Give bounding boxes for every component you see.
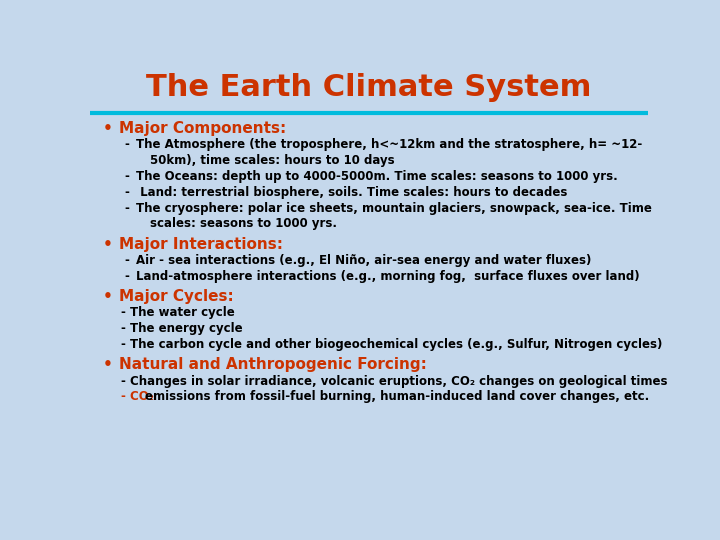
Text: •: •: [102, 289, 112, 304]
Text: Major Interactions:: Major Interactions:: [119, 237, 283, 252]
Text: 50km), time scales: hours to 10 days: 50km), time scales: hours to 10 days: [150, 154, 395, 167]
Text: •: •: [102, 357, 112, 372]
Text: - The water cycle: - The water cycle: [121, 306, 235, 319]
Text: -: -: [125, 170, 130, 183]
Text: •: •: [102, 121, 112, 136]
Text: Natural and Anthropogenic Forcing:: Natural and Anthropogenic Forcing:: [119, 357, 427, 372]
Text: Major Cycles:: Major Cycles:: [119, 289, 234, 304]
Text: The Atmosphere (the troposphere, h<~12km and the stratosphere, h= ~12-: The Atmosphere (the troposphere, h<~12km…: [136, 138, 642, 151]
Text: The Earth Climate System: The Earth Climate System: [146, 73, 592, 102]
Text: Major Components:: Major Components:: [119, 121, 287, 136]
Text: •: •: [102, 237, 112, 252]
Text: Land: terrestrial biosphere, soils. Time scales: hours to decades: Land: terrestrial biosphere, soils. Time…: [136, 186, 567, 199]
Text: -: -: [125, 254, 130, 267]
Text: - The energy cycle: - The energy cycle: [121, 322, 243, 335]
Text: emissions from fossil-fuel burning, human-induced land cover changes, etc.: emissions from fossil-fuel burning, huma…: [145, 390, 649, 403]
Text: - CO₂: - CO₂: [121, 390, 153, 403]
Text: -: -: [125, 186, 130, 199]
Text: Land-atmosphere interactions (e.g., morning fog,  surface fluxes over land): Land-atmosphere interactions (e.g., morn…: [136, 270, 639, 283]
Text: - The carbon cycle and other biogeochemical cycles (e.g., Sulfur, Nitrogen cycle: - The carbon cycle and other biogeochemi…: [121, 338, 662, 351]
Text: scales: seasons to 1000 yrs.: scales: seasons to 1000 yrs.: [150, 218, 337, 231]
Text: -: -: [125, 201, 130, 214]
Text: Air - sea interactions (e.g., El Niño, air-sea energy and water fluxes): Air - sea interactions (e.g., El Niño, a…: [136, 254, 591, 267]
Text: The Oceans: depth up to 4000-5000m. Time scales: seasons to 1000 yrs.: The Oceans: depth up to 4000-5000m. Time…: [136, 170, 618, 183]
Text: - Changes in solar irradiance, volcanic eruptions, CO₂ changes on geological tim: - Changes in solar irradiance, volcanic …: [121, 375, 667, 388]
Text: -: -: [125, 270, 130, 283]
Text: -: -: [125, 138, 130, 151]
Text: The cryosphere: polar ice sheets, mountain glaciers, snowpack, sea-ice. Time: The cryosphere: polar ice sheets, mounta…: [136, 201, 652, 214]
